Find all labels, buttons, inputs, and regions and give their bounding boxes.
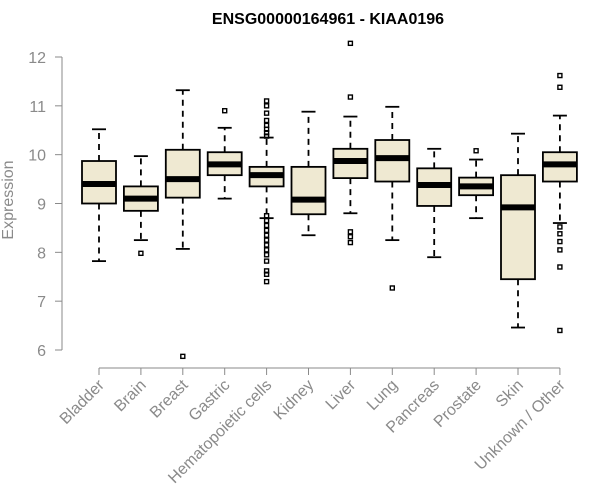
box-liver xyxy=(332,40,369,246)
x-tick-label: Liver xyxy=(323,376,360,413)
box-bladder xyxy=(81,128,117,263)
outlier-point xyxy=(557,224,563,230)
box-skin xyxy=(500,132,536,329)
outlier-point xyxy=(263,237,270,243)
box-prostate xyxy=(458,148,495,220)
y-tick-label: 11 xyxy=(29,99,46,116)
iqr-box xyxy=(164,148,201,199)
x-tick-label: Lung xyxy=(364,377,401,414)
outlier-point xyxy=(263,117,270,124)
box-hematopoietic-cells xyxy=(248,98,285,285)
outlier-point xyxy=(389,285,395,291)
outlier-point xyxy=(263,252,270,258)
outlier-point xyxy=(557,84,563,90)
outlier-point xyxy=(347,229,354,235)
outlier-point xyxy=(180,353,186,360)
outlier-point xyxy=(263,258,270,264)
box-kidney xyxy=(290,110,327,237)
chart-title: ENSG00000164961 - KIAA0196 xyxy=(212,11,444,28)
outlier-point xyxy=(221,108,228,114)
outlier-point xyxy=(263,222,270,229)
outlier-point xyxy=(557,327,563,334)
outlier-point xyxy=(557,72,563,79)
outlier-point xyxy=(557,264,563,270)
box-unknown-other xyxy=(542,72,578,334)
outlier-point xyxy=(263,271,270,278)
outlier-point xyxy=(263,103,270,109)
y-tick-label: 12 xyxy=(28,50,46,67)
outlier-point xyxy=(557,247,563,253)
outlier-point xyxy=(473,148,479,154)
y-tick-label: 7 xyxy=(37,294,46,311)
x-tick-label: Breast xyxy=(147,376,192,421)
box-breast xyxy=(164,89,201,360)
x-tick-label: Skin xyxy=(493,377,527,411)
outlier-point xyxy=(263,133,270,139)
box-gastric xyxy=(206,108,243,200)
boxes-group xyxy=(81,40,578,360)
x-tick-label: Kidney xyxy=(271,377,318,424)
outlier-point xyxy=(557,238,563,245)
outlier-point xyxy=(263,242,270,248)
box-lung xyxy=(374,105,411,291)
y-tick-label: 10 xyxy=(28,148,46,165)
outlier-point xyxy=(347,94,354,100)
outlier-point xyxy=(263,217,270,224)
outlier-point xyxy=(263,213,270,219)
outlier-point xyxy=(347,234,354,240)
iqr-box xyxy=(290,165,327,216)
outlier-point xyxy=(557,231,563,237)
outlier-point xyxy=(347,239,354,246)
outlier-point xyxy=(263,227,270,234)
y-axis: 6 7 8 9 10 11 12 xyxy=(28,50,63,360)
y-tick-label: 8 xyxy=(37,245,46,262)
iqr-box xyxy=(500,174,536,281)
outlier-point xyxy=(263,278,270,285)
outlier-point xyxy=(263,98,270,104)
x-tick-label: Brain xyxy=(111,377,149,415)
outlier-point xyxy=(263,110,270,116)
box-pancreas xyxy=(416,147,453,259)
y-tick-label: 6 xyxy=(37,343,46,360)
x-tick-label: Bladder xyxy=(57,376,108,427)
outlier-point xyxy=(138,250,144,257)
outlier-point xyxy=(263,232,270,238)
y-axis-title: Expression xyxy=(0,160,17,239)
box-brain xyxy=(123,155,159,257)
outlier-point xyxy=(347,40,354,47)
y-tick-label: 9 xyxy=(37,197,46,214)
outlier-point xyxy=(263,247,270,253)
